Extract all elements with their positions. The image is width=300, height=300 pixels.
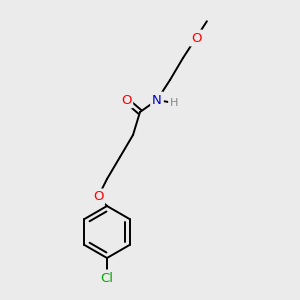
Text: N: N bbox=[152, 94, 162, 106]
Text: H: H bbox=[170, 98, 178, 108]
Text: O: O bbox=[121, 94, 131, 106]
Text: O: O bbox=[93, 190, 103, 203]
Text: O: O bbox=[191, 32, 201, 44]
Text: Cl: Cl bbox=[100, 272, 113, 284]
